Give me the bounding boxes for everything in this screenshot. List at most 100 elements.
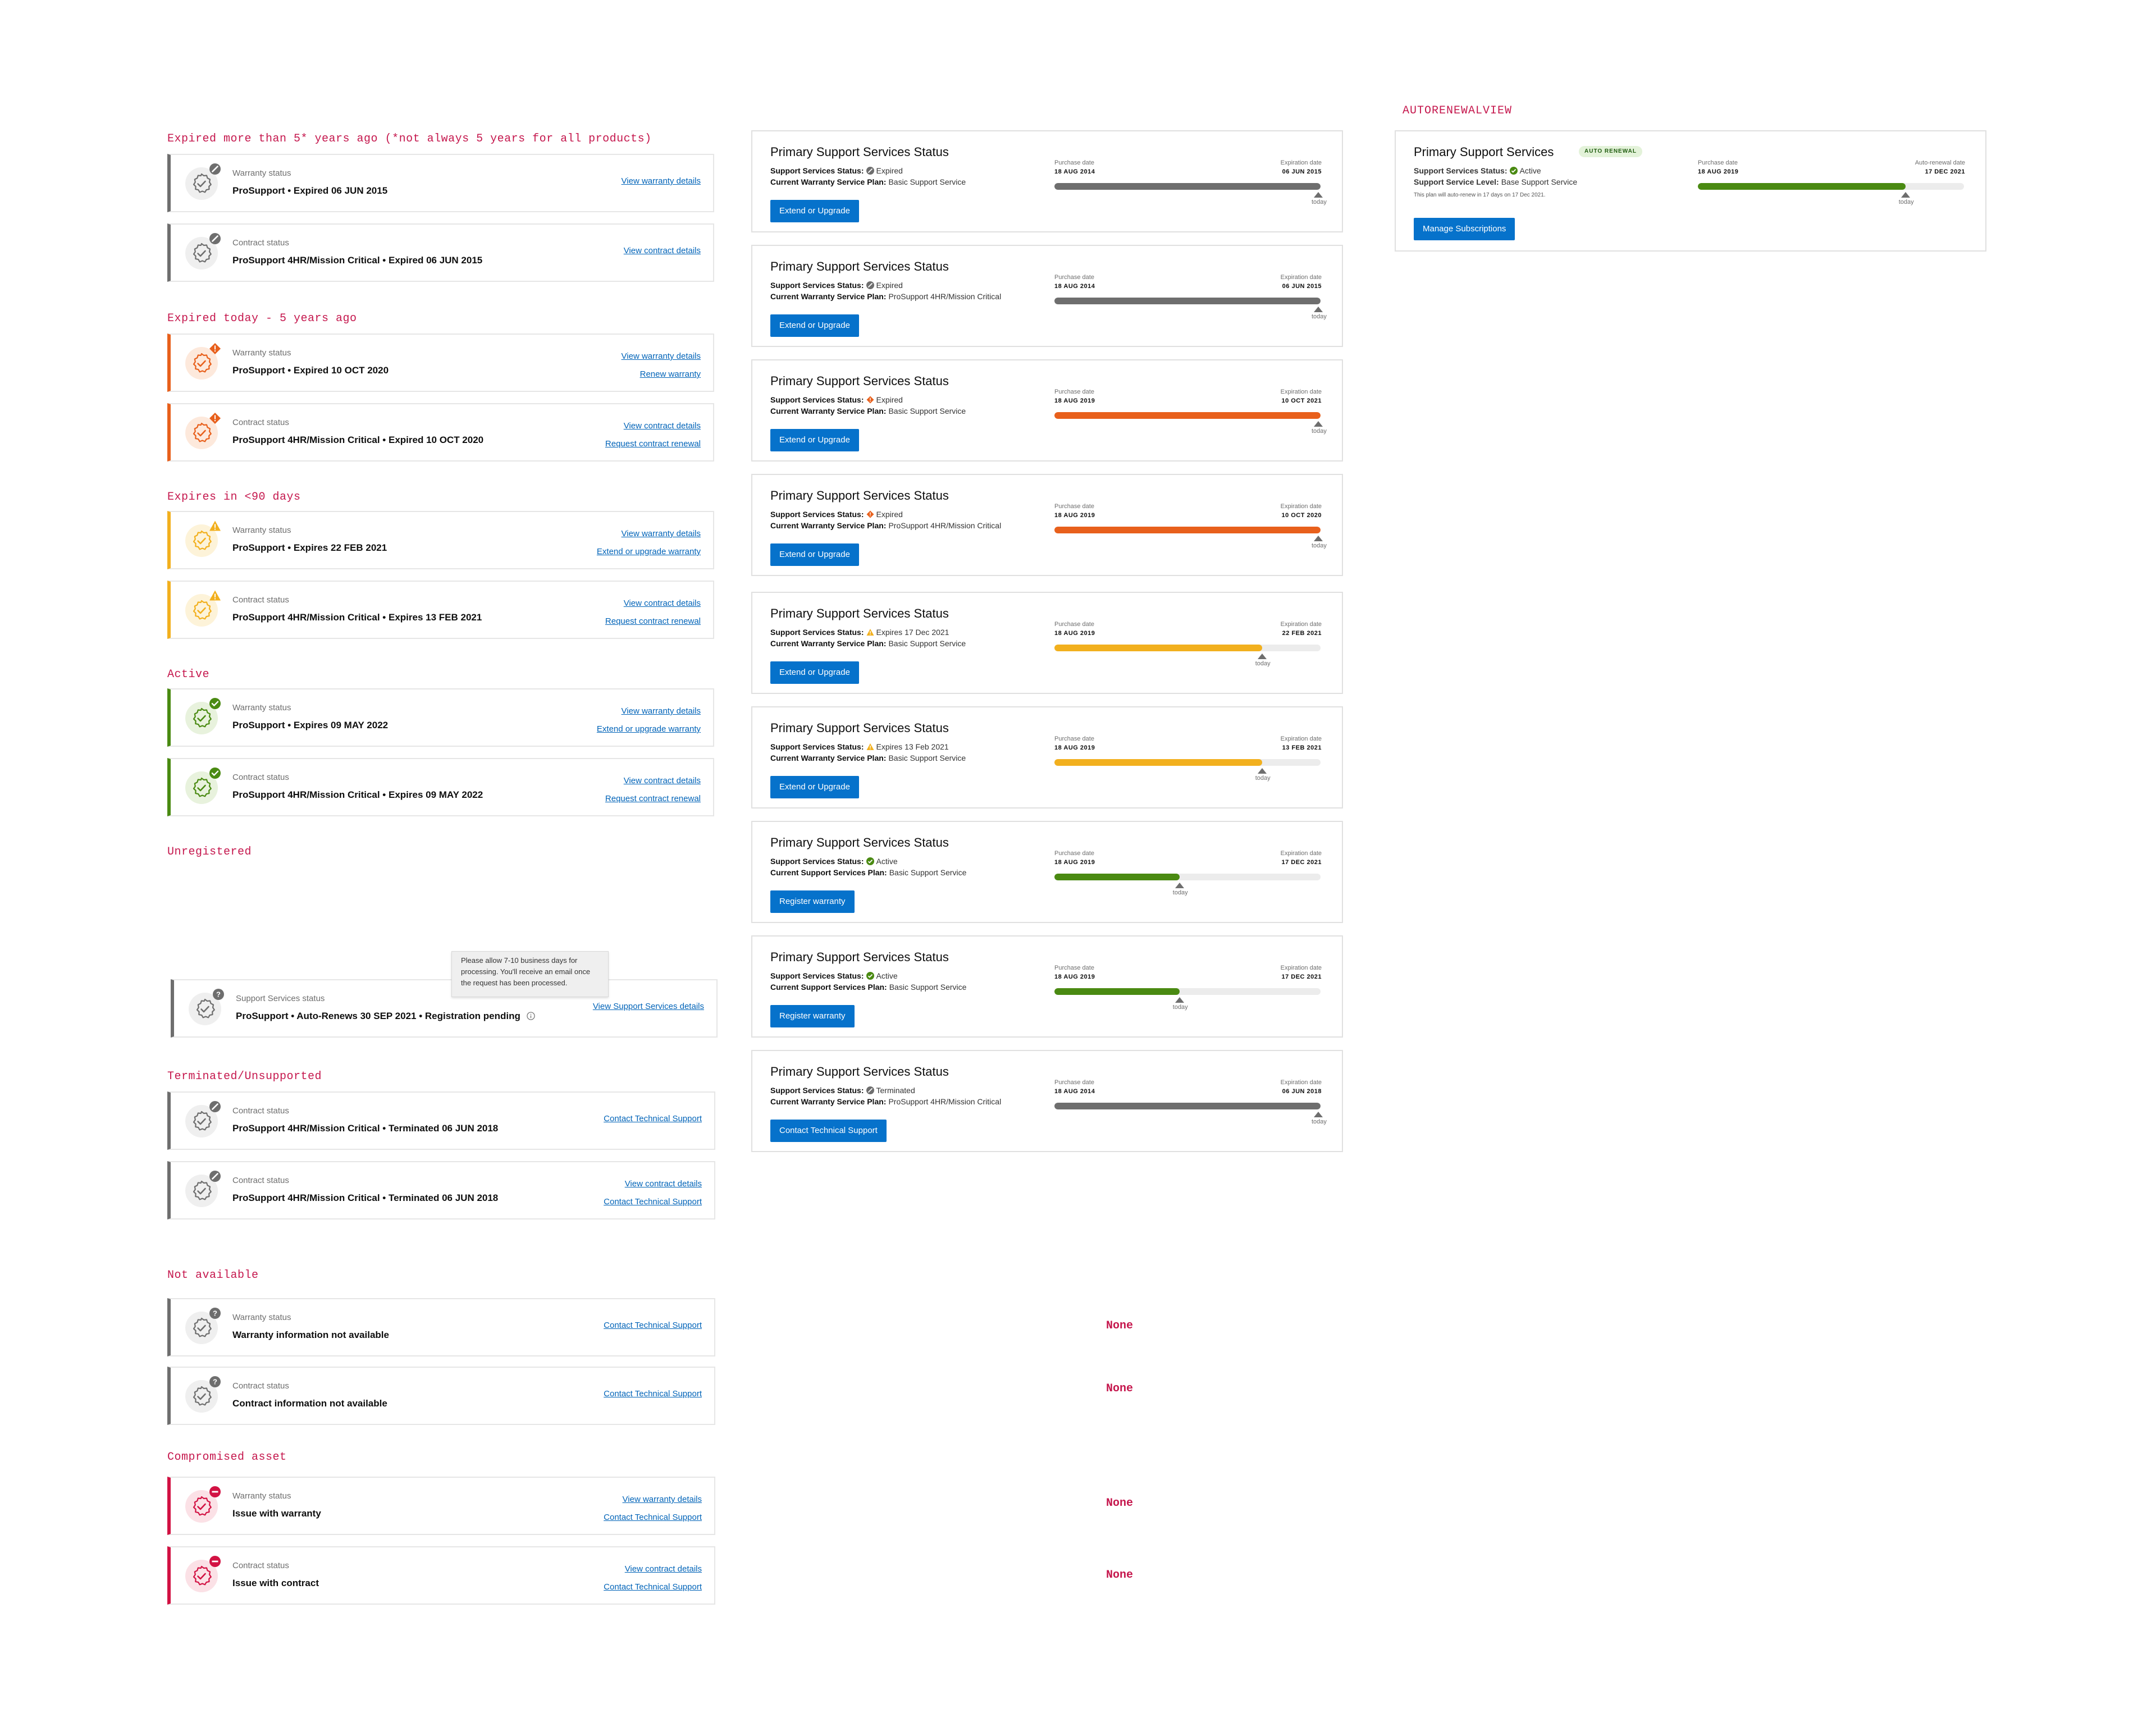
plan-value: Basic Support Service [889, 868, 967, 877]
purchase-date-value: 18 AUG 2014 [1054, 168, 1095, 175]
status-card-value: ProSupport 4HR/Mission Critical • Termin… [232, 1123, 498, 1134]
status-card-value: ProSupport 4HR/Mission Critical • Termin… [232, 1193, 498, 1204]
expiration-date-label: Expiration date [1280, 850, 1322, 857]
status-row: Support Services Status: Expired [770, 166, 903, 175]
extend-or-upgrade-button[interactable]: Extend or Upgrade [770, 200, 859, 222]
status-card-link[interactable]: View contract details [623, 421, 701, 431]
today-label: today [1312, 199, 1327, 205]
extend-or-upgrade-button[interactable]: Extend or Upgrade [770, 543, 859, 566]
status-label: Support Services Status: [770, 281, 864, 290]
status-card-secondary-link[interactable]: Request contract renewal [605, 439, 701, 449]
status-card-label: Contract status [232, 1176, 289, 1185]
warranty-shield-check-icon [193, 353, 212, 373]
gray-slash-icon [866, 1086, 874, 1094]
status-icon-wrap [185, 1101, 221, 1138]
status-card-secondary-link[interactable]: Contact Technical Support [604, 1582, 702, 1592]
register-warranty-button[interactable]: Register warranty [770, 890, 855, 913]
status-card-secondary-link[interactable]: Request contract renewal [605, 616, 701, 626]
status-card-link[interactable]: View warranty details [622, 1495, 702, 1504]
manage-subscriptions-button[interactable]: Manage Subscriptions [1414, 218, 1515, 240]
status-card-link[interactable]: View warranty details [621, 529, 701, 538]
extend-or-upgrade-button[interactable]: Extend or Upgrade [770, 429, 859, 451]
none-label: None [1106, 1497, 1134, 1510]
status-value: Active [876, 857, 898, 866]
plan-row: Current Support Services Plan: Basic Supp… [770, 868, 966, 877]
coverage-progress-fill [1054, 412, 1321, 419]
purchase-date-label: Purchase date [1054, 850, 1094, 857]
tooltip-line: processing. You'll receive an email once [461, 967, 591, 976]
purchase-date-label: Purchase date [1054, 159, 1094, 166]
section-heading-compromised: Compromised asset [167, 1451, 287, 1464]
coverage-progress-bar [1054, 183, 1321, 190]
status-card: Warranty status ProSupport • Expired 06 J… [167, 154, 714, 212]
panel-title: Primary Support Services Status [770, 950, 949, 964]
status-icon-wrap [185, 343, 221, 380]
status-card-secondary-link[interactable]: Contact Technical Support [604, 1197, 702, 1207]
status-card-link[interactable]: View contract details [623, 246, 701, 255]
green-check-icon [866, 857, 874, 865]
status-icon-wrap [185, 1171, 221, 1207]
status-card-value: Contract information not available [232, 1398, 387, 1409]
status-card-value-text: ProSupport 4HR/Mission Critical • Expire… [232, 435, 484, 445]
expiration-date-value: 17 DEC 2021 [1281, 974, 1322, 980]
contact-technical-support-button[interactable]: Contact Technical Support [770, 1120, 887, 1142]
today-marker-icon [1257, 768, 1267, 774]
purchase-date-value: 18 AUG 2019 [1698, 168, 1739, 175]
today-marker-icon [1314, 307, 1323, 312]
status-card-value-text: ProSupport • Auto-Renews 30 SEP 2021 • R… [236, 1011, 520, 1021]
info-icon[interactable] [526, 1012, 535, 1020]
status-card-link[interactable]: View contract details [624, 1564, 702, 1574]
gray-slash-badge-icon [209, 1171, 221, 1182]
status-card: Contract status Issue with contract View c… [167, 1546, 715, 1605]
status-card-value: ProSupport • Expired 06 JUN 2015 [232, 185, 387, 197]
status-card: Contract status ProSupport 4HR/Mission Cr… [167, 403, 714, 462]
gray-question-badge-icon: ? [209, 1308, 221, 1319]
extend-or-upgrade-button[interactable]: Extend or Upgrade [770, 661, 859, 684]
extend-or-upgrade-button[interactable]: Extend or Upgrade [770, 314, 859, 337]
status-card-link[interactable]: View warranty details [621, 176, 701, 186]
status-card-value-text: Issue with contract [232, 1578, 319, 1588]
expiration-date-value: 10 OCT 2021 [1281, 398, 1322, 404]
section-heading-unregistered: Unregistered [167, 846, 252, 858]
coverage-progress-fill [1054, 298, 1321, 304]
status-card-secondary-link[interactable]: Extend or upgrade warranty [596, 724, 701, 734]
expiration-date-value: 13 FEB 2021 [1282, 744, 1322, 751]
status-card-link[interactable]: View warranty details [621, 351, 701, 361]
status-card: ? Support Services status ProSupport • Aut… [171, 979, 718, 1038]
status-card-link[interactable]: View contract details [624, 1179, 702, 1189]
status-card: Warranty status ProSupport • Expired 10 O… [167, 334, 714, 392]
status-icon-wrap [185, 233, 221, 269]
support-status-panel: Primary Support Services Status Support S… [751, 359, 1343, 462]
status-card-value-text: ProSupport • Expires 09 MAY 2022 [232, 720, 389, 730]
status-card-secondary-link[interactable]: Extend or upgrade warranty [596, 547, 701, 556]
status-card-link[interactable]: View Support Services details [592, 1002, 704, 1011]
panel-title: Primary Support Services Status [770, 1065, 949, 1079]
expiration-date-label: Expiration date [1280, 736, 1322, 742]
autorenew-section-title: AUTORENEWALVIEW [1403, 104, 1513, 117]
plan-value: ProSupport 4HR/Mission Critical [888, 1097, 1002, 1106]
status-card-link[interactable]: View contract details [623, 599, 701, 608]
yellow-warning-icon [866, 743, 874, 750]
status-card-link[interactable]: Contact Technical Support [604, 1321, 702, 1330]
status-card-secondary-link[interactable]: Contact Technical Support [604, 1513, 702, 1522]
extend-or-upgrade-button[interactable]: Extend or Upgrade [770, 776, 859, 798]
status-card-link[interactable]: Contact Technical Support [604, 1389, 702, 1399]
status-card-label: Support Services status [236, 994, 325, 1003]
status-value: Expired [876, 510, 903, 519]
purchase-date-label: Purchase date [1054, 274, 1094, 281]
status-value: Expires 17 Dec 2021 [876, 628, 949, 637]
register-warranty-button[interactable]: Register warranty [770, 1005, 855, 1027]
warranty-shield-check-icon [193, 422, 212, 442]
today-label: today [1312, 1118, 1327, 1125]
status-card-link[interactable]: Contact Technical Support [604, 1114, 702, 1123]
level-row: Support Service Level: Base Support Serv… [1414, 177, 1577, 186]
plan-row: Current Warranty Service Plan: Basic Supp… [770, 639, 966, 648]
status-card-secondary-link[interactable]: Renew warranty [640, 369, 701, 379]
purchase-date-label: Purchase date [1054, 389, 1094, 395]
panel-title: Primary Support Services Status [770, 488, 949, 503]
status-card-link[interactable]: View contract details [623, 776, 701, 785]
status-icon-wrap: ? [189, 989, 224, 1025]
status-card-link[interactable]: View warranty details [621, 706, 701, 716]
status-icon-wrap: ? [185, 1376, 221, 1413]
status-card-secondary-link[interactable]: Request contract renewal [605, 794, 701, 803]
